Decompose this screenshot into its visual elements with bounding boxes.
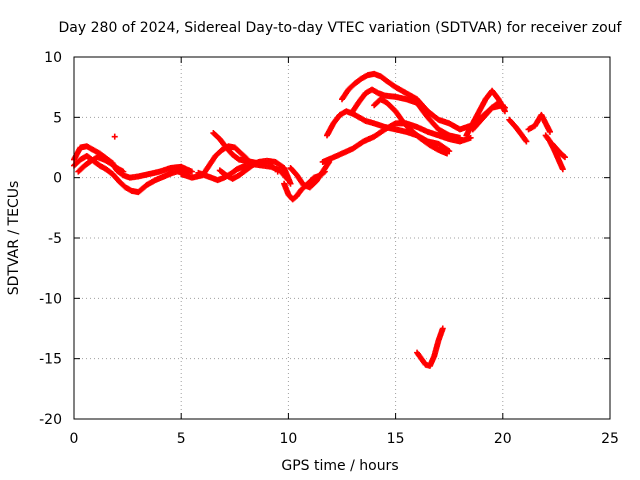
grid-lines: [74, 57, 610, 419]
y-tick-label: -5: [48, 231, 62, 247]
y-tick-label: 0: [53, 171, 62, 187]
data-point: [456, 134, 463, 141]
data-point: [501, 104, 508, 111]
data-point: [467, 134, 474, 141]
data-point: [287, 180, 294, 187]
y-tick-label: -10: [39, 291, 62, 307]
data-point: [111, 133, 118, 140]
series-track14: [371, 96, 451, 157]
axis-ticks: 0 5 10 15 20 25 10 5 0 -5 -10 -15 -20: [39, 50, 619, 447]
series-track21: [414, 325, 446, 369]
x-tick-label: 5: [177, 431, 186, 447]
series-track10: [319, 120, 474, 165]
x-tick-label: 25: [601, 431, 619, 447]
series-track20: [549, 140, 568, 161]
x-tick-label: 20: [494, 431, 512, 447]
x-tick-label: 10: [279, 431, 297, 447]
series-track17: [506, 116, 530, 145]
series-track18: [525, 111, 553, 135]
series-track13: [349, 86, 463, 141]
data-point: [439, 325, 446, 332]
y-axis-label: SDTVAR / TECUs: [6, 181, 22, 296]
x-axis-label: GPS time / hours: [281, 458, 398, 474]
data-point: [561, 154, 568, 161]
isolated-points: [111, 133, 281, 175]
x-tick-label: 0: [70, 431, 79, 447]
data-point: [188, 168, 195, 175]
data-point: [274, 168, 281, 175]
data-points: [71, 70, 568, 369]
data-point: [523, 138, 530, 145]
chart-title: Day 280 of 2024, Sidereal Day-to-day VTE…: [59, 20, 623, 36]
series-track6: [195, 161, 292, 184]
series-track16: [469, 99, 508, 133]
series-track1: [71, 152, 191, 196]
data-point: [500, 103, 507, 110]
data-point: [546, 128, 553, 135]
y-tick-label: -20: [39, 412, 62, 428]
series-track3: [75, 154, 127, 175]
y-tick-label: -15: [39, 352, 62, 368]
series-track7: [216, 157, 294, 187]
data-point: [560, 153, 567, 160]
data-point: [559, 166, 566, 173]
y-tick-label: 10: [44, 50, 62, 66]
y-tick-label: 5: [53, 110, 62, 126]
x-tick-label: 15: [387, 431, 405, 447]
data-point: [444, 150, 451, 157]
data-point: [120, 168, 127, 175]
series-track9: [287, 158, 333, 191]
series-track19: [542, 132, 566, 173]
